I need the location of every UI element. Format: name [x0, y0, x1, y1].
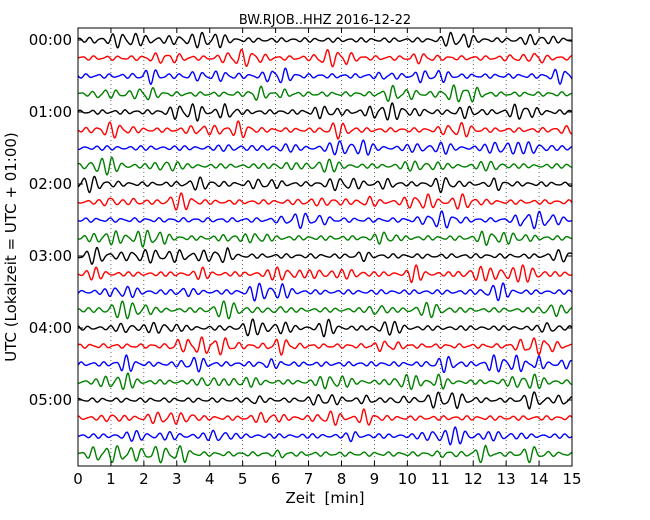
trace-line: [77, 175, 573, 194]
trace-line: [77, 391, 573, 410]
plot-frame: [77, 27, 573, 467]
x-ticks: 0 1 2 3 4 5 6 7 8 9 10 11 12 13 14 15: [73, 28, 582, 488]
x-tick-label: 4: [205, 470, 215, 488]
trace-line: [77, 426, 573, 446]
trace-line: [77, 192, 573, 211]
trace-line: [78, 300, 573, 320]
y-tick-label: 02:00: [29, 175, 72, 193]
y-tick-label: 00:00: [29, 31, 72, 49]
trace-line: [77, 264, 573, 284]
x-tick-label: 8: [337, 470, 347, 488]
trace-line: [77, 354, 573, 374]
y-tick-label: 01:00: [29, 103, 72, 121]
trace-line: [77, 31, 573, 49]
x-tick-label: 7: [304, 470, 314, 488]
x-tick-label: 6: [271, 470, 281, 488]
y-tick-label: 03:00: [29, 247, 72, 265]
trace-line: [77, 336, 573, 356]
x-tick-label: 14: [530, 470, 549, 488]
x-tick-label: 9: [370, 470, 380, 488]
trace-line: [77, 318, 573, 338]
x-tick-label: 1: [106, 470, 116, 488]
traces: [77, 31, 573, 464]
y-axis-label: UTC (Lokalzeit = UTC + 01:00): [2, 132, 20, 362]
x-tick-label: 15: [562, 470, 581, 488]
x-tick-label: 3: [172, 470, 182, 488]
y-tick-label: 05:00: [29, 391, 72, 409]
x-tick-label: 5: [238, 470, 248, 488]
y-tick-label: 04:00: [29, 319, 72, 337]
trace-line: [77, 67, 573, 86]
trace-line: [77, 120, 573, 140]
trace-line: [77, 48, 573, 68]
trace-line: [77, 156, 573, 176]
x-tick-label: 2: [139, 470, 149, 488]
trace-line: [77, 246, 573, 265]
trace-line: [77, 408, 573, 426]
y-ticks: 00:00 01:00 02:00 03:00 04:00 05:00: [29, 31, 572, 409]
trace-line: [77, 84, 573, 103]
x-tick-label: 13: [497, 470, 516, 488]
trace-line: [77, 139, 573, 156]
x-tick-label: 11: [431, 470, 450, 488]
x-tick-label: 10: [398, 470, 417, 488]
trace-line: [77, 102, 573, 122]
trace-line: [77, 372, 573, 391]
x-tick-label: 0: [73, 470, 83, 488]
x-axis-label: Zeit [min]: [285, 489, 364, 507]
trace-line: [77, 210, 573, 230]
chart-title: BW.RJOB..HHZ 2016-12-22: [239, 13, 411, 28]
x-tick-label: 12: [464, 470, 483, 488]
trace-line: [77, 229, 573, 248]
trace-line: [77, 444, 573, 464]
trace-line: [77, 282, 573, 302]
